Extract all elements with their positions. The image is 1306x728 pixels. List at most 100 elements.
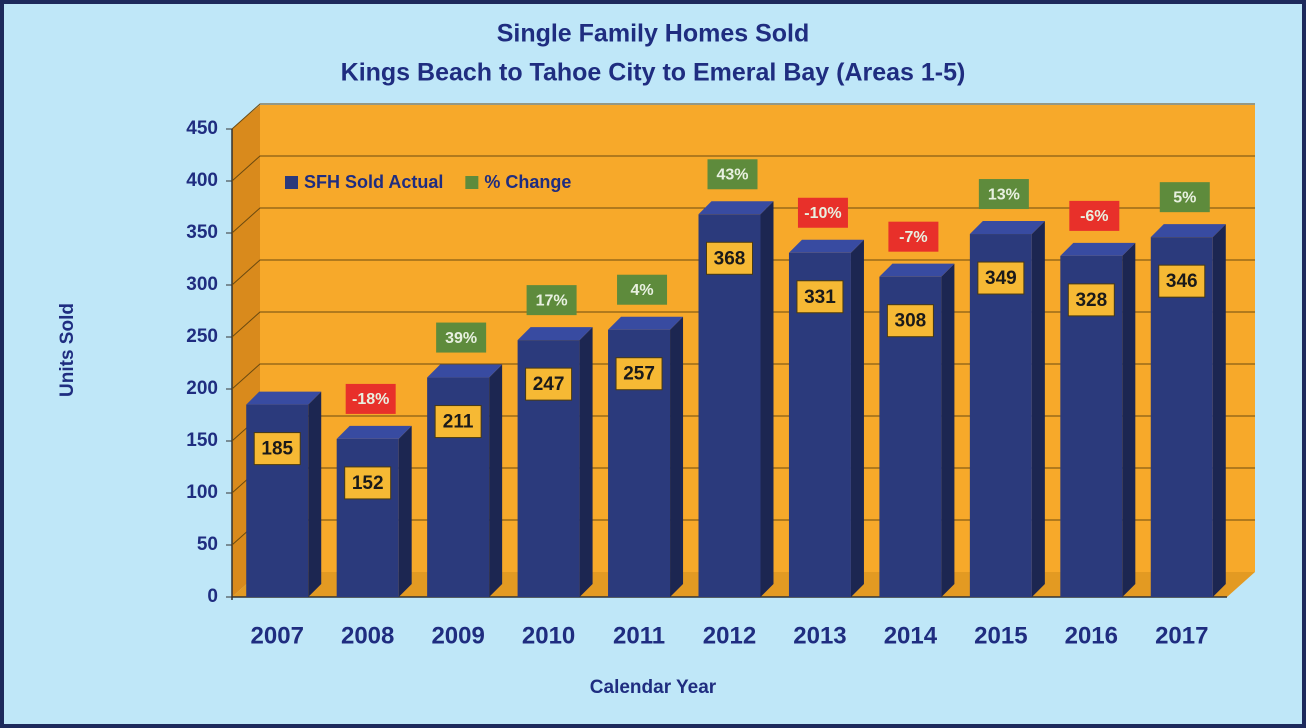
value-label-box [1067,283,1115,317]
x-tick-label: 2017 [1155,622,1208,649]
bar-top [427,364,503,378]
bar-top [517,327,593,341]
change-marker [345,383,396,414]
value-label: 211 [443,412,474,433]
value-label: 331 [804,287,836,308]
legend-label: SFH Sold Actual [304,172,443,192]
value-label-box [706,241,753,275]
value-label-box [253,432,301,466]
grid-line [231,207,1255,234]
y-tick-label: 200 [186,378,218,399]
bar-side [941,263,955,597]
change-marker [707,159,758,190]
value-label-box [344,466,392,500]
change-marker [797,197,848,228]
change-marker [978,179,1029,210]
value-label: 247 [533,374,565,395]
y-tick-label: 150 [186,430,218,451]
value-label: 368 [714,248,746,269]
bar-side [1212,224,1226,597]
change-label: 39% [445,330,477,347]
y-tick-label: 450 [186,118,218,139]
bar-top [1060,242,1136,256]
x-tick-label: 2012 [703,622,756,649]
legend-swatch [285,176,298,189]
x-tick-label: 2011 [613,622,665,649]
bar [698,214,761,597]
change-label: 17% [536,292,568,309]
value-label-box [525,367,573,401]
bar-side [308,391,322,597]
legend-swatch [465,176,479,189]
x-tick-label: 2014 [884,622,938,649]
grid-line [231,155,1255,182]
value-label: 349 [985,268,1017,289]
change-marker [1159,182,1210,213]
x-tick-label: 2015 [974,622,1027,649]
value-label: 185 [261,439,293,460]
chart-title: Single Family Homes Sold [497,20,810,48]
x-tick-label: 2016 [1065,622,1118,649]
bar-side [489,364,503,597]
x-axis-label: Calendar Year [590,677,717,698]
chart-subtitle: Kings Beach to Tahoe City to Emeral Bay … [341,59,966,87]
change-label: 5% [1173,189,1196,206]
y-tick-label: 250 [186,326,218,347]
value-label-box [796,280,844,314]
x-tick-label: 2010 [522,622,575,649]
grid-line [231,103,1255,130]
value-label: 257 [623,364,655,385]
bar-side [850,239,864,597]
y-tick-label: 50 [197,534,218,555]
value-label-box [1158,264,1206,298]
grid-line [231,259,1255,286]
value-label-box [615,357,663,391]
change-label: 4% [630,282,653,299]
bar-top [788,239,864,253]
bar-top [1150,224,1226,238]
change-label: -6% [1080,208,1108,225]
change-label: 13% [988,186,1020,203]
change-label: -18% [352,391,389,408]
legend-label: % Change [484,172,571,192]
change-marker [436,322,487,353]
value-label: 308 [895,311,927,332]
bar-top [608,316,684,330]
y-tick-label: 300 [186,274,218,295]
x-tick-label: 2008 [341,622,394,649]
bar [336,438,399,597]
value-label: 152 [352,473,384,494]
x-tick-label: 2007 [251,622,304,649]
bar-side [398,425,412,597]
y-tick-label: 350 [186,222,218,243]
bar-top [879,263,955,277]
change-label: 43% [716,166,748,183]
bar-side [760,201,774,597]
value-label: 346 [1166,271,1198,292]
y-tick-label: 0 [207,586,218,607]
change-label: -7% [899,229,927,246]
change-marker [1069,200,1120,231]
x-tick-label: 2013 [793,622,846,649]
bar-side [1122,242,1136,597]
value-label: 328 [1075,290,1107,311]
x-tick-label: 2009 [431,622,484,649]
value-label-box [977,261,1025,295]
bar-top [336,425,412,439]
bar-top [698,201,774,215]
change-marker [526,285,577,316]
value-label-box [886,304,934,338]
y-axis-label: Units Sold [57,303,78,397]
change-marker [617,274,668,305]
bar-top [246,391,322,405]
y-tick-label: 100 [186,482,218,503]
y-tick-label: 400 [186,170,218,191]
bar-top [969,221,1045,235]
change-label: -10% [804,205,841,222]
bar-side [1031,221,1045,598]
change-marker [888,221,939,252]
bar-side [670,316,684,597]
bar-side [579,327,593,597]
